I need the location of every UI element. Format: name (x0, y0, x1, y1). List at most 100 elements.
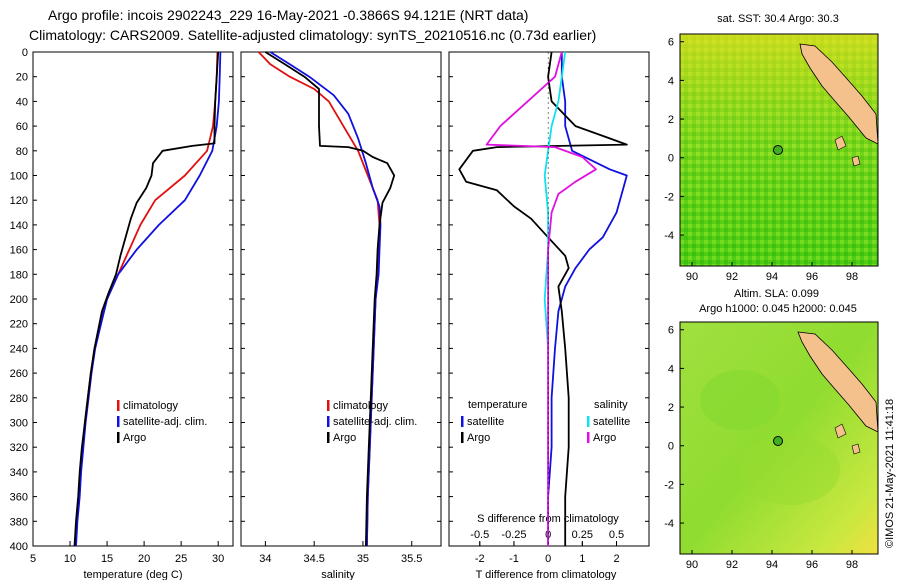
title-line-2: Climatology: CARS2009. Satellite-adjuste… (29, 27, 596, 43)
timestamp-stamp: ©IMOS 21-May-2021 11:41:18 (884, 399, 896, 548)
salinity-x-axis: 34 34.5 35 35.5 (259, 541, 422, 565)
salinity-series-argo (264, 51, 396, 547)
t-difference-tick-label: -1 (509, 553, 519, 565)
sla-map-lon-tick-label: 92 (726, 559, 738, 571)
salinity-legend: climatology satellite-adj. clim. Argo (327, 400, 417, 444)
sla-map-lon-tick-label: 96 (806, 559, 818, 571)
salinity-tick-label: 34 (259, 553, 271, 565)
legend-swatch-t-argo (461, 432, 464, 443)
t-difference-tick-label: 0 (545, 553, 551, 565)
sst-map-frame (679, 33, 879, 267)
salinity-tick-label: 35.5 (401, 553, 422, 565)
depth-tick-label: 0 (22, 47, 28, 59)
sst-map-lon-tick-label: 92 (726, 271, 738, 283)
legend-swatch-satellite (327, 416, 330, 427)
temperature-legend: climatology satellite-adj. clim. Argo (117, 400, 207, 444)
depth-tick-label: 280 (10, 393, 28, 405)
difference-series-s-argo (485, 51, 597, 546)
depth-tick-label: 360 (10, 492, 28, 504)
legend-swatch-climatology (327, 400, 330, 411)
sst-map-lat-tick-label: 4 (668, 75, 674, 87)
sst-map-lat-tick-label: -4 (664, 230, 674, 242)
sst-map-lon-tick-label: 94 (766, 271, 778, 283)
legend-label-climatology: climatology (333, 400, 389, 412)
sst-map-lon-tick-label: 90 (686, 271, 698, 283)
island (834, 423, 847, 439)
sla-map-lat-tick-label: 6 (668, 325, 674, 337)
sst-map (679, 33, 879, 267)
legend-label-argo: Argo (123, 432, 146, 444)
s-difference-tick-label: -0.5 (470, 529, 489, 541)
legend-title-temperature: temperature (468, 399, 527, 411)
temperature-tick-label: 10 (64, 553, 76, 565)
legend-title-salinity: salinity (594, 399, 628, 411)
legend-label-t-argo: Argo (467, 432, 490, 444)
sst-map-lon-tick-label: 96 (806, 271, 818, 283)
t-difference-tick-label: 2 (613, 553, 619, 565)
salinity-tick-label: 34.5 (303, 553, 324, 565)
legend-swatch-s-satellite (587, 416, 590, 427)
sst-map-lat-tick-label: 2 (668, 114, 674, 126)
sst-map-lat-tick-label: -2 (664, 191, 674, 203)
sla-map-title-line-1: Altim. SLA: 0.099 (734, 288, 819, 300)
depth-tick-label: 380 (10, 516, 28, 528)
depth-axis: 0 20 40 60 80 100 120 140 160 180 200 220 240 260 280 3… (10, 47, 649, 553)
depth-tick-label: 180 (10, 269, 28, 281)
island (851, 155, 861, 167)
sst-map-axes: 90 92 94 96 98 6 4 2 0 -2 -4 (664, 37, 858, 283)
temperature-plot-frame (32, 51, 234, 547)
s-difference-tick-label: 0.25 (572, 529, 593, 541)
salinity-tick-label: 35 (357, 553, 369, 565)
temperature-series-argo (73, 51, 220, 547)
difference-legend: temperature satellite Argo salinity sate… (461, 399, 630, 444)
sst-map-title: sat. SST: 30.4 Argo: 30.3 (717, 13, 839, 25)
legend-swatch-argo (327, 432, 330, 443)
sla-map-lon-tick-label: 98 (846, 559, 858, 571)
depth-tick-label: 40 (16, 96, 28, 108)
temperature-tick-label: 15 (101, 553, 113, 565)
salinity-axis-label: salinity (321, 569, 355, 580)
temperature-x-axis: 5 10 15 20 25 30 (30, 541, 224, 565)
sla-map-lon-tick-label: 94 (766, 559, 778, 571)
salinity-series-satellite-adj-clim- (269, 51, 382, 547)
sumatra-landmass (799, 43, 879, 145)
sla-map-lat-tick-label: -4 (664, 518, 674, 530)
island (834, 135, 847, 151)
legend-label-t-satellite: satellite (467, 416, 504, 428)
sla-map-lon-tick-label: 90 (686, 559, 698, 571)
temperature-tick-label: 5 (30, 553, 36, 565)
t-difference-tick-label: 1 (579, 553, 585, 565)
difference-series-t-satellite (547, 52, 628, 546)
sla-map-lat-tick-label: 2 (668, 402, 674, 414)
sla-map-title-line-2: Argo h1000: 0.045 h2000: 0.045 (699, 303, 857, 315)
legend-label-s-satellite: satellite (593, 416, 630, 428)
sumatra-landmass (797, 331, 879, 433)
s-difference-tick-label: 0.5 (609, 529, 624, 541)
depth-tick-label: 140 (10, 220, 28, 232)
depth-tick-label: 240 (10, 343, 28, 355)
sla-blob (740, 435, 840, 505)
sst-map-lat-tick-label: 0 (668, 153, 674, 165)
temperature-tick-label: 25 (175, 553, 187, 565)
depth-tick-label: 60 (16, 121, 28, 133)
depth-tick-label: 120 (10, 195, 28, 207)
profile-lines (73, 51, 628, 547)
depth-tick-label: 220 (10, 319, 28, 331)
depth-tick-label: 300 (10, 418, 28, 430)
island (851, 443, 861, 455)
sla-map (679, 321, 879, 555)
temperature-series-climatology (74, 51, 219, 547)
sla-map-lat-tick-label: 4 (668, 363, 674, 375)
sst-map-lon-tick-label: 98 (846, 271, 858, 283)
sla-map-frame (679, 321, 879, 555)
depth-tick-label: 100 (10, 171, 28, 183)
sla-blob (700, 370, 780, 430)
depth-tick-label: 340 (10, 467, 28, 479)
s-difference-tick-label: -0.25 (501, 529, 526, 541)
legend-swatch-climatology (117, 400, 120, 411)
temperature-axis-label: temperature (deg C) (83, 569, 182, 580)
t-difference-tick-label: -2 (475, 553, 485, 565)
title-line-1: Argo profile: incois 2902243_229 16-May-… (48, 7, 528, 23)
temperature-series-satellite-adj-clim- (75, 51, 222, 547)
